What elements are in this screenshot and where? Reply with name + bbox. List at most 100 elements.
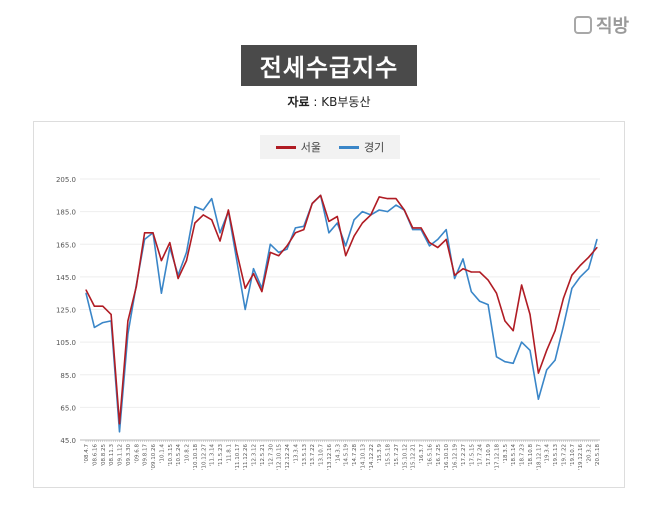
data-point-gyeonggi (470, 290, 472, 293)
data-point-seoul (529, 313, 531, 315)
data-point-gyeonggi (537, 398, 539, 400)
data-point-seoul (353, 235, 355, 237)
data-point-gyeonggi (286, 248, 288, 250)
x-tick-label: '11.10.17 (235, 444, 241, 471)
x-tick-label: '10.1.4 (159, 444, 165, 464)
x-tick-label: '16.12.19 (453, 444, 459, 471)
legend-item-seoul: 서울 (275, 139, 321, 155)
x-tick-label: '20.3.2 (587, 444, 593, 463)
data-point-seoul (571, 274, 573, 276)
data-point-gyeonggi (395, 204, 397, 206)
x-tick-label: '11.12.26 (243, 444, 249, 471)
data-point-gyeonggi (546, 369, 548, 371)
data-point-seoul (479, 271, 481, 273)
data-point-seoul (85, 289, 87, 291)
data-point-gyeonggi (596, 238, 598, 240)
x-tick-label: '17.12.18 (494, 444, 500, 471)
data-point-gyeonggi (236, 259, 238, 262)
data-point-gyeonggi (219, 232, 221, 234)
data-point-gyeonggi (185, 251, 188, 254)
data-point-gyeonggi (93, 326, 95, 329)
x-tick-label: '13.7.22 (310, 444, 316, 467)
data-point-seoul (521, 284, 523, 286)
data-point-gyeonggi (428, 245, 431, 247)
x-tick-label: '13.3.4 (293, 444, 299, 464)
data-point-gyeonggi (378, 209, 380, 211)
logo-text: 직방 (596, 16, 630, 37)
legend-swatch-gyeonggi (339, 145, 359, 149)
data-point-seoul (537, 372, 539, 374)
x-tick-label: '14.3.3 (335, 444, 341, 464)
legend-item-gyeonggi: 경기 (339, 139, 384, 155)
data-point-seoul (252, 273, 255, 275)
x-tick-label: '16.3.7 (419, 444, 425, 464)
data-point-gyeonggi (160, 292, 162, 294)
data-point-seoul (328, 220, 330, 223)
y-tick-label: 185.0 (56, 209, 76, 217)
data-point-seoul (202, 214, 204, 216)
data-point-seoul (102, 305, 104, 307)
x-tick-label: '11.5.23 (218, 444, 224, 467)
data-point-gyeonggi (495, 356, 498, 358)
data-point-seoul (303, 228, 305, 231)
data-point-seoul (386, 197, 389, 200)
data-point-seoul (185, 259, 188, 262)
data-point-seoul (244, 287, 246, 289)
data-point-seoul (227, 209, 230, 211)
data-point-gyeonggi (504, 361, 506, 363)
y-tick-label: 165.0 (56, 241, 76, 249)
data-point-seoul (286, 245, 288, 247)
data-point-gyeonggi (336, 222, 338, 224)
series-line-seoul (85, 194, 598, 425)
data-point-seoul (336, 215, 338, 218)
x-tick-label: '18.5.14 (511, 444, 517, 467)
x-tick-label: '15.3.9 (377, 444, 383, 464)
data-point-gyeonggi (571, 287, 573, 289)
data-point-seoul (261, 290, 263, 293)
data-point-seoul (319, 194, 322, 196)
x-tick-label: '19.7.22 (561, 444, 567, 467)
x-tick-label: '08.6.16 (92, 444, 98, 467)
x-tick-label: '12.12.24 (285, 444, 291, 471)
x-tick-label: '09.6.8 (134, 444, 140, 464)
data-point-seoul (495, 292, 498, 294)
x-tick-label: '19.3.4 (545, 444, 551, 464)
data-point-seoul (144, 232, 146, 234)
x-tick-label: '11.3.14 (210, 444, 216, 467)
data-point-seoul (437, 246, 439, 249)
data-point-seoul (169, 242, 171, 244)
data-point-gyeonggi (437, 238, 439, 240)
y-tick-label: 145.0 (56, 274, 76, 282)
x-tick-label: '09.3.30 (126, 444, 132, 467)
y-tick-label: 125.0 (56, 307, 76, 315)
x-tick-label: '15.10.12 (402, 444, 408, 470)
data-point-seoul (177, 277, 179, 280)
data-point-seoul (370, 214, 372, 216)
x-tick-label: '17.2.27 (461, 444, 467, 467)
x-tick-label: '10.10.18 (193, 444, 199, 471)
x-tick-label: '10.5.24 (176, 444, 182, 467)
legend-label-seoul: 서울 (300, 141, 321, 154)
data-point-gyeonggi (562, 325, 565, 327)
x-tick-label: '12.10.15 (277, 444, 283, 471)
data-point-gyeonggi (412, 228, 414, 231)
data-point-seoul (211, 219, 213, 221)
data-point-gyeonggi (294, 227, 297, 229)
data-point-seoul (127, 320, 129, 322)
data-point-seoul (361, 222, 364, 224)
series-line-gyeonggi (85, 194, 598, 433)
data-point-seoul (219, 240, 221, 242)
data-point-gyeonggi (554, 359, 556, 361)
x-tick-label: '13.10.7 (319, 444, 325, 467)
data-point-gyeonggi (211, 197, 213, 200)
data-point-gyeonggi (588, 268, 590, 270)
x-tick-label: '12.7.30 (268, 444, 274, 467)
x-tick-label: '10.8.2 (185, 444, 191, 463)
x-tick-label: '17.7.24 (478, 444, 484, 467)
x-tick-label: '18.10.8 (528, 444, 534, 467)
x-tick-label: '08.11.3 (109, 444, 115, 467)
x-tick-label: '15.12.21 (411, 444, 417, 470)
legend-label-gyeonggi: 경기 (364, 141, 385, 154)
data-point-seoul (462, 268, 464, 270)
